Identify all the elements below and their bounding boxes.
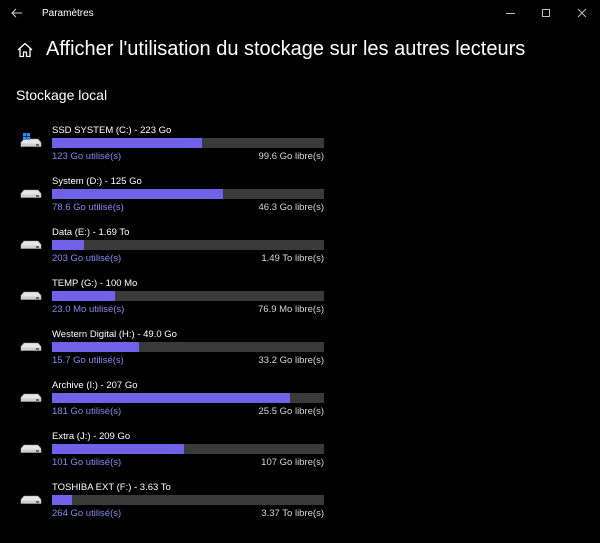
drive-name: TOSHIBA EXT (F:) - 3.63 To: [52, 482, 171, 493]
close-button[interactable]: [564, 0, 600, 26]
usage-bar-fill: [52, 138, 203, 148]
usage-bar-fill: [52, 495, 72, 505]
usage-bar: [52, 138, 324, 148]
drive-usage-row: 15.7 Go utilisé(s) 33.2 Go libre(s): [52, 354, 324, 368]
usage-bar: [52, 444, 324, 454]
drive-info: System (D:) - 125 Go 78.6 Go utilisé(s) 46…: [52, 175, 324, 226]
drive-info: TOSHIBA EXT (F:) - 3.63 To 264 Go utilisé…: [52, 481, 324, 532]
used-space: 23.0 Mo utilisé(s): [52, 304, 125, 315]
drive-info: Extra (J:) - 209 Go 101 Go utilisé(s) 107 …: [52, 430, 324, 481]
used-space: 264 Go utilisé(s): [52, 508, 122, 519]
drive-item[interactable]: TOSHIBA EXT (F:) - 3.63 To 264 Go utilisé…: [16, 481, 336, 532]
drive-info: Western Digital (H:) - 49.0 Go 15.7 Go ut…: [52, 328, 324, 379]
windows-drive-icon: [16, 124, 52, 175]
page-header: Afficher l'utilisation du stockage sur l…: [16, 38, 525, 61]
maximize-button[interactable]: [528, 0, 564, 26]
drive-name: Data (E:) - 1.69 To: [52, 227, 130, 238]
drive-item[interactable]: Data (E:) - 1.69 To 203 Go utilisé(s) 1.49…: [16, 226, 336, 277]
usage-bar: [52, 342, 324, 352]
drive-name: System (D:) - 125 Go: [52, 176, 142, 187]
free-space: 1.49 To libre(s): [261, 253, 324, 264]
minimize-icon: [505, 12, 515, 14]
home-icon[interactable]: [16, 41, 34, 59]
drive-item[interactable]: TEMP (G:) - 100 Mo 23.0 Mo utilisé(s) 76.9…: [16, 277, 336, 328]
drive-item[interactable]: Western Digital (H:) - 49.0 Go 15.7 Go ut…: [16, 328, 336, 379]
drive-name: Archive (I:) - 207 Go: [52, 380, 138, 391]
usage-bar: [52, 240, 324, 250]
window-title: Paramètres: [42, 7, 94, 19]
usage-bar-fill: [52, 291, 115, 301]
title-bar: Paramètres: [0, 0, 600, 26]
drive-usage-row: 101 Go utilisé(s) 107 Go libre(s): [52, 456, 324, 470]
usage-bar: [52, 393, 324, 403]
drive-item[interactable]: System (D:) - 125 Go 78.6 Go utilisé(s) 46…: [16, 175, 336, 226]
drive-item[interactable]: Archive (I:) - 207 Go 181 Go utilisé(s) 25…: [16, 379, 336, 430]
drive-name: TEMP (G:) - 100 Mo: [52, 278, 138, 289]
hard-drive-icon: [16, 277, 52, 328]
drive-name: Extra (J:) - 209 Go: [52, 431, 131, 442]
usage-bar-fill: [52, 189, 224, 199]
usage-bar: [52, 189, 324, 199]
hard-drive-icon: [16, 175, 52, 226]
free-space: 25.5 Go libre(s): [258, 406, 324, 417]
hard-drive-icon: [16, 481, 52, 532]
maximize-icon: [542, 9, 550, 17]
drive-usage-row: 181 Go utilisé(s) 25.5 Go libre(s): [52, 405, 324, 419]
free-space: 33.2 Go libre(s): [258, 355, 324, 366]
drive-info: TEMP (G:) - 100 Mo 23.0 Mo utilisé(s) 76.9…: [52, 277, 324, 328]
usage-bar-fill: [52, 393, 291, 403]
free-space: 99.6 Go libre(s): [258, 151, 324, 162]
close-icon: [577, 8, 587, 18]
drive-list: SSD SYSTEM (C:) - 223 Go 123 Go utilisé(s…: [16, 124, 336, 532]
usage-bar: [52, 495, 324, 505]
hard-drive-icon: [16, 226, 52, 277]
used-space: 78.6 Go utilisé(s): [52, 202, 124, 213]
free-space: 76.9 Mo libre(s): [258, 304, 324, 315]
drive-usage-row: 23.0 Mo utilisé(s) 76.9 Mo libre(s): [52, 303, 324, 317]
usage-bar-fill: [52, 444, 184, 454]
used-space: 15.7 Go utilisé(s): [52, 355, 124, 366]
usage-bar-fill: [52, 240, 84, 250]
free-space: 107 Go libre(s): [261, 457, 324, 468]
back-arrow-icon: [11, 8, 22, 18]
drive-usage-row: 203 Go utilisé(s) 1.49 To libre(s): [52, 252, 324, 266]
window-controls: [492, 0, 600, 26]
drive-info: Archive (I:) - 207 Go 181 Go utilisé(s) 25…: [52, 379, 324, 430]
used-space: 181 Go utilisé(s): [52, 406, 122, 417]
minimize-button[interactable]: [492, 0, 528, 26]
usage-bar-fill: [52, 342, 140, 352]
drive-item[interactable]: Extra (J:) - 209 Go 101 Go utilisé(s) 107 …: [16, 430, 336, 481]
section-title: Stockage local: [16, 87, 108, 103]
page-title: Afficher l'utilisation du stockage sur l…: [46, 38, 526, 60]
hard-drive-icon: [16, 328, 52, 379]
drive-name: Western Digital (H:) - 49.0 Go: [52, 329, 177, 340]
back-button[interactable]: [0, 0, 34, 26]
drive-info: Data (E:) - 1.69 To 203 Go utilisé(s) 1.49…: [52, 226, 324, 277]
used-space: 101 Go utilisé(s): [52, 457, 122, 468]
drive-usage-row: 123 Go utilisé(s) 99.6 Go libre(s): [52, 150, 324, 164]
drive-item[interactable]: SSD SYSTEM (C:) - 223 Go 123 Go utilisé(s…: [16, 124, 336, 175]
drive-usage-row: 264 Go utilisé(s) 3.37 To libre(s): [52, 507, 324, 521]
drive-name: SSD SYSTEM (C:) - 223 Go: [52, 125, 172, 136]
free-space: 46.3 Go libre(s): [258, 202, 324, 213]
used-space: 123 Go utilisé(s): [52, 151, 122, 162]
usage-bar: [52, 291, 324, 301]
hard-drive-icon: [16, 430, 52, 481]
drive-usage-row: 78.6 Go utilisé(s) 46.3 Go libre(s): [52, 201, 324, 215]
hard-drive-icon: [16, 379, 52, 430]
used-space: 203 Go utilisé(s): [52, 253, 122, 264]
free-space: 3.37 To libre(s): [261, 508, 324, 519]
drive-info: SSD SYSTEM (C:) - 223 Go 123 Go utilisé(s…: [52, 124, 324, 175]
